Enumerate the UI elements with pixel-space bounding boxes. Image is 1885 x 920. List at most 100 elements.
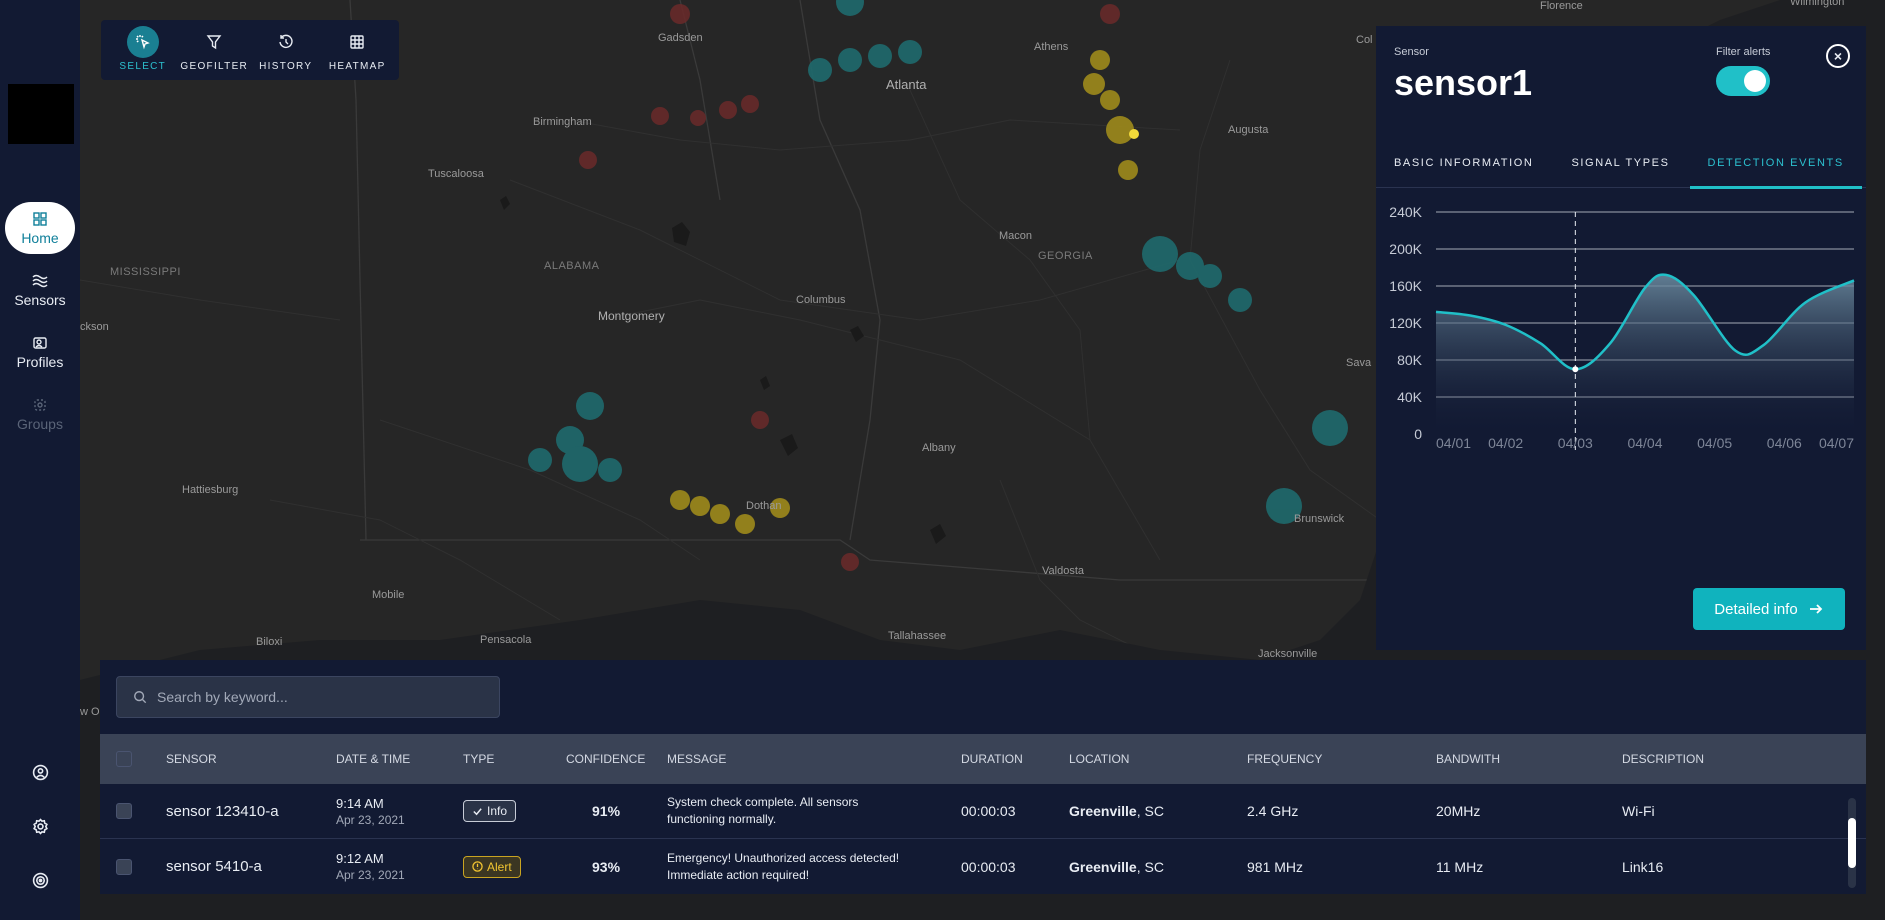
- map-label: Montgomery: [598, 309, 665, 323]
- message-line: Immediate action required!: [667, 867, 810, 882]
- map-label: Atlanta: [886, 77, 927, 92]
- map-label: Macon: [999, 230, 1033, 242]
- sidebar: Home Sensors Profiles Groups: [0, 0, 80, 920]
- tab-basic-information[interactable]: BASIC INFORMATION: [1394, 157, 1534, 169]
- map-label: GEORGIA: [1038, 250, 1093, 262]
- history-icon: [270, 26, 302, 58]
- bandwidth-cell: 20MHz: [1436, 803, 1481, 819]
- close-icon[interactable]: ×: [1826, 44, 1850, 68]
- map-label: Mobile: [372, 589, 405, 601]
- arrow-right-icon: [1809, 604, 1822, 614]
- map-label: Pensacola: [480, 634, 532, 646]
- tool-select[interactable]: SELECT: [107, 26, 179, 80]
- map-label: Athens: [1034, 41, 1069, 53]
- row-checkbox[interactable]: [116, 803, 132, 819]
- events-table-panel: Search by keyword... SENSOR DATE & TIME …: [100, 660, 1866, 894]
- y-tick-label: 120K: [1389, 315, 1422, 331]
- tool-label: SELECT: [119, 61, 167, 72]
- column-header[interactable]: SENSOR: [166, 752, 217, 766]
- tab-detection-events[interactable]: DETECTION EVENTS: [1689, 138, 1862, 189]
- map-label: Sava: [1346, 357, 1372, 369]
- table-row[interactable]: sensor 123410-a 9:14 AM Apr 23, 2021 Inf…: [100, 784, 1866, 839]
- column-header[interactable]: DURATION: [961, 752, 1023, 766]
- map-label: Biloxi: [256, 636, 283, 648]
- y-tick-label: 80K: [1397, 352, 1423, 368]
- map-label: Dothan: [746, 500, 782, 512]
- sidebar-item-label: Profiles: [16, 353, 64, 370]
- type-cell: Info: [463, 784, 517, 838]
- check-icon: [473, 807, 482, 815]
- x-tick-label: 04/04: [1627, 435, 1662, 451]
- column-header[interactable]: BANDWITH: [1436, 752, 1500, 766]
- sidebar-item-sensors[interactable]: Sensors: [5, 264, 75, 316]
- sidebar-item-home[interactable]: Home: [5, 202, 75, 254]
- map-label: Columbus: [796, 294, 846, 306]
- sensor-cell: sensor 5410-a: [166, 858, 262, 875]
- status-badge: Info: [463, 800, 517, 822]
- column-header[interactable]: FREQUENCY: [1247, 752, 1323, 766]
- frequency-cell: 2.4 GHz: [1247, 803, 1299, 819]
- tab-signal-types[interactable]: SIGNAL TYPES: [1571, 157, 1670, 169]
- sidebar-item-label: Home: [21, 229, 59, 246]
- filter-alerts-toggle[interactable]: [1716, 66, 1770, 96]
- search-input[interactable]: Search by keyword...: [116, 676, 500, 718]
- confidence-cell: 93%: [592, 858, 621, 875]
- tool-heatmap[interactable]: HEATMAP: [322, 26, 394, 80]
- datetime-cell: 9:12 AM Apr 23, 2021: [336, 839, 405, 894]
- x-tick-label: 04/06: [1767, 435, 1802, 451]
- panel-tabs: BASIC INFORMATION SIGNAL TYPES DETECTION…: [1376, 138, 1866, 189]
- sidebar-item-profiles[interactable]: Profiles: [5, 326, 75, 378]
- map-label: Gadsden: [658, 32, 703, 44]
- location-state: , SC: [1136, 858, 1164, 875]
- location-city: Greenville: [1069, 858, 1137, 875]
- sidebar-item-label: Sensors: [14, 291, 66, 308]
- column-header[interactable]: MESSAGE: [667, 752, 727, 766]
- location-state: , SC: [1136, 803, 1164, 819]
- column-header[interactable]: TYPE: [463, 752, 495, 766]
- user-circle-icon[interactable]: [28, 760, 52, 784]
- badge-label: Info: [487, 804, 508, 818]
- table-row[interactable]: sensor 5410-a 9:12 AM Apr 23, 2021 Alert…: [100, 839, 1866, 894]
- duration-cell: 00:00:03: [961, 803, 1016, 819]
- scrollbar-thumb[interactable]: [1848, 818, 1856, 868]
- row-checkbox[interactable]: [116, 858, 132, 875]
- map-label: ALABAMA: [544, 260, 600, 272]
- target-icon[interactable]: [28, 868, 52, 892]
- detailed-info-button[interactable]: Detailed info: [1693, 588, 1845, 630]
- x-tick-label: 04/03: [1558, 435, 1593, 451]
- settings-icon[interactable]: [28, 814, 52, 838]
- waves-icon: [32, 274, 48, 287]
- detailed-info-label: Detailed info: [1714, 600, 1798, 618]
- grid-icon: [33, 211, 47, 226]
- groups-icon: [34, 398, 46, 411]
- column-header[interactable]: CONFIDENCE: [566, 752, 646, 766]
- map-label: Wilmington: [1790, 0, 1845, 8]
- panel-title: sensor1: [1394, 62, 1533, 103]
- duration-cell: 00:00:03: [961, 858, 1016, 875]
- filter-icon: [198, 26, 230, 58]
- tool-history[interactable]: HISTORY: [250, 26, 322, 80]
- map-label: ckson: [80, 321, 109, 333]
- heatmap-icon: [341, 26, 373, 58]
- map-label: Valdosta: [1042, 565, 1084, 577]
- detection-events-chart[interactable]: 0 40K 80K 120K 160K 200K 240K 04/01 04/02 04/03 04…: [1376, 188, 1866, 558]
- column-header[interactable]: DESCRIPTION: [1622, 752, 1705, 766]
- bandwidth-cell: 11 MHz: [1436, 858, 1484, 875]
- tool-geofilter[interactable]: GEOFILTER: [179, 26, 251, 80]
- logo: [8, 84, 74, 144]
- location-cell: Greenville, SC: [1069, 784, 1164, 838]
- panel-subtitle: Sensor: [1394, 46, 1429, 58]
- status-badge: Alert: [463, 855, 521, 878]
- select-all-checkbox[interactable]: [116, 751, 132, 767]
- y-tick-label: 200K: [1389, 241, 1422, 257]
- map-label: Florence: [1540, 0, 1583, 12]
- time-text: 9:14 AM: [336, 795, 384, 811]
- sidebar-item-groups[interactable]: Groups: [5, 388, 75, 440]
- message-cell: System check complete. All sensors funct…: [667, 784, 858, 838]
- map-label: Augusta: [1228, 124, 1269, 136]
- column-header[interactable]: LOCATION: [1069, 752, 1130, 766]
- datetime-cell: 9:14 AM Apr 23, 2021: [336, 784, 405, 838]
- tool-label: HEATMAP: [328, 61, 386, 72]
- column-header[interactable]: DATE & TIME: [336, 752, 411, 766]
- table-scrollbar[interactable]: [1848, 798, 1856, 888]
